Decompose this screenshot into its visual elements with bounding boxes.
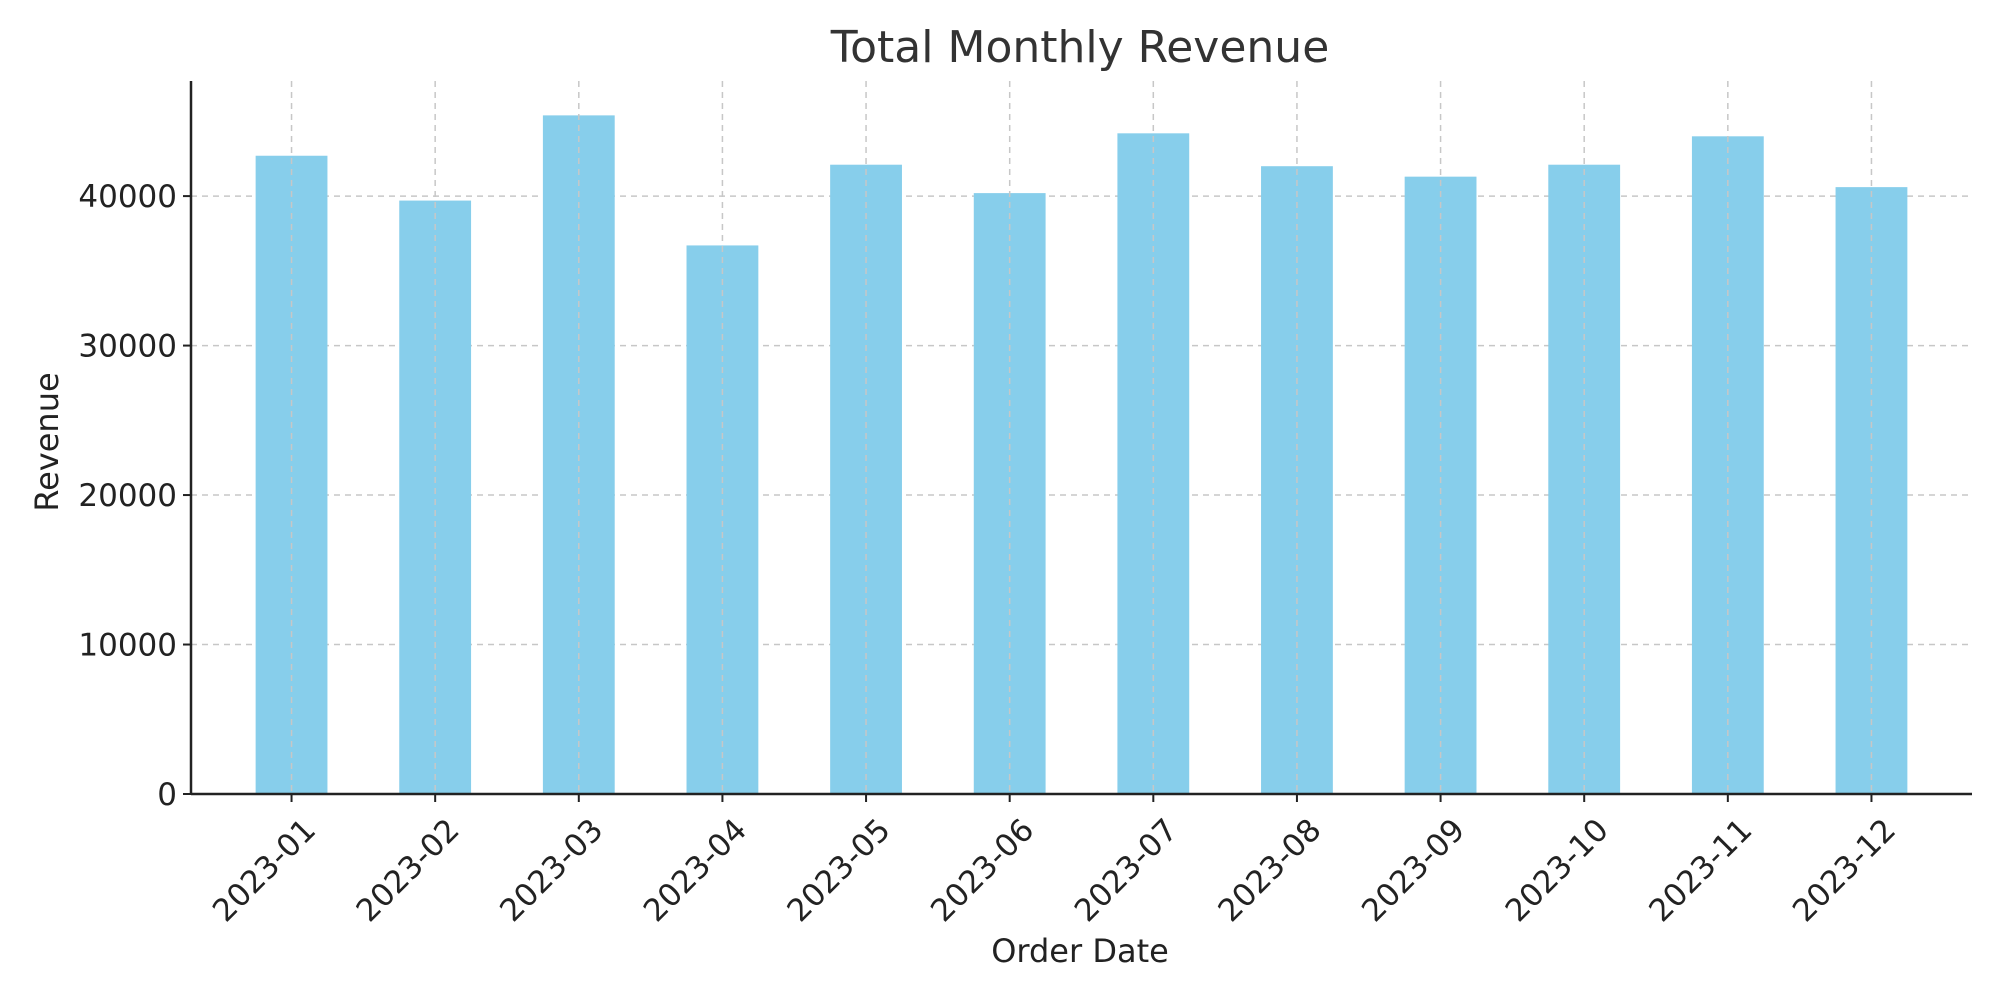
x-tick-label: 2023-01: [206, 812, 323, 929]
x-axis-ticks: 2023-01 2023-02 2023-03 2023-04 2023-05 2023-…: [206, 794, 1903, 929]
chart-title: Total Monthly Revenue: [830, 22, 1330, 73]
bar: [1117, 133, 1190, 795]
x-tick-label: 2023-05: [781, 812, 898, 929]
x-tick-label: 2023-09: [1355, 812, 1472, 929]
x-tick-label: 2023-07: [1068, 812, 1185, 929]
x-tick-label: 2023-10: [1499, 812, 1616, 929]
x-tick-label: 2023-03: [493, 812, 610, 929]
y-axis-label: Revenue: [28, 372, 66, 511]
y-tick-label: 40000: [78, 179, 177, 215]
x-tick-label: 2023-11: [1642, 812, 1759, 929]
axes: [189, 81, 1972, 796]
bars: [255, 81, 1908, 795]
x-tick-label: 2023-06: [924, 812, 1041, 929]
y-tick-label: 20000: [78, 478, 177, 514]
bar: [1691, 136, 1764, 794]
bar: [399, 200, 472, 795]
y-axis-ticks: 0 10000 20000 30000 40000: [78, 179, 191, 813]
y-tick-label: 10000: [78, 628, 177, 664]
x-axis-label: Order Date: [991, 932, 1169, 970]
x-tick-label: 2023-08: [1211, 812, 1328, 929]
y-tick-label: 0: [157, 777, 177, 813]
x-tick-label: 2023-04: [637, 812, 754, 929]
x-tick-label: 2023-12: [1786, 812, 1903, 929]
x-tick-label: 2023-02: [350, 812, 467, 929]
y-tick-label: 30000: [78, 329, 177, 365]
